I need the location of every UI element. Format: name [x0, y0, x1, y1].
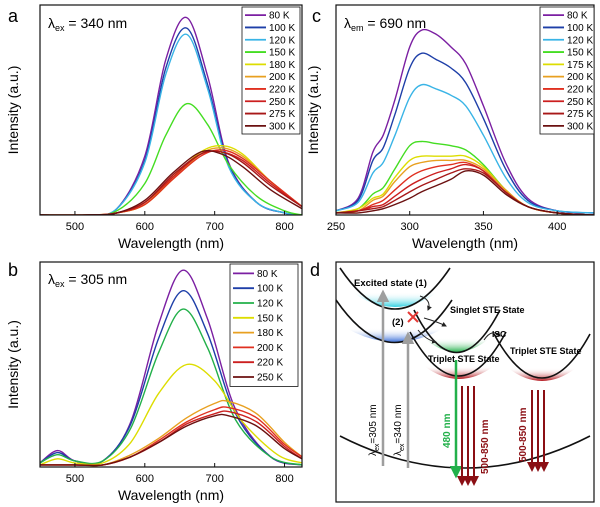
- legend-label-a: 80 K: [269, 11, 290, 22]
- plot-frame-b: [39, 261, 303, 468]
- x-axis-label-b: Wavelength (nm): [118, 487, 224, 503]
- emission-right-label: 500-850 nm: [518, 407, 529, 462]
- legend-label-a: 250 K: [269, 97, 295, 108]
- legend-label-c: 250 K: [567, 97, 593, 108]
- series-line-b-250k: [40, 413, 302, 467]
- excitation-340-label: λex=340 nm: [393, 404, 406, 456]
- series-line-a-300k: [40, 149, 302, 215]
- legend-label-a: 300 K: [269, 121, 295, 132]
- y-axis-label-b: Intensity (a.u.): [5, 320, 21, 409]
- x-tick-label-b: 600: [136, 473, 154, 485]
- blocked-path-icon: [407, 311, 419, 323]
- legend-label-c: 150 K: [567, 48, 593, 59]
- legend-label-a: 220 K: [269, 84, 295, 95]
- triplet-left-fill: [424, 366, 494, 379]
- triplet-right-fill: [508, 368, 576, 381]
- series-line-c-275k: [336, 168, 594, 215]
- ground-state-curve: [339, 435, 591, 469]
- excitation-annotation-b: λex = 305 nm: [48, 271, 127, 289]
- legend-label-a: 275 K: [269, 109, 295, 120]
- legend-label-b: 180 K: [257, 328, 283, 339]
- triplet-right-curve: [493, 333, 591, 379]
- x-tick-label-a: 700: [205, 221, 223, 233]
- x-tick-label-a: 500: [66, 221, 84, 233]
- series-line-a-220k: [40, 149, 302, 215]
- relax-arrow-3: [417, 329, 437, 344]
- excitation-annotation-a: λex = 340 nm: [48, 15, 127, 33]
- series-line-b-180k: [40, 399, 302, 467]
- series-line-c-120k: [336, 83, 594, 214]
- legend-label-b: 200 K: [257, 343, 283, 354]
- panel-letter-a: a: [8, 6, 19, 26]
- panel-letter-c: c: [312, 6, 321, 26]
- triplet-right-label: Triplet STE State: [510, 346, 582, 356]
- emission-left-label: 500-850 nm: [480, 419, 491, 474]
- panel-letter-b: b: [8, 260, 18, 280]
- relax-arrow-2: [423, 317, 447, 327]
- isc-label: ISC: [492, 329, 506, 339]
- energy-diagram: d Excited state (1) (2) Singlet STE Stat…: [310, 260, 595, 503]
- series-line-c-250k: [336, 163, 594, 215]
- legend-label-c: 120 K: [567, 35, 593, 46]
- singlet-fill: [424, 338, 490, 352]
- emission-480-label: 480 nm: [442, 413, 453, 448]
- legend-box-b: [229, 263, 299, 387]
- series-line-c-300k: [336, 170, 594, 215]
- panel-letter-d: d: [310, 260, 320, 280]
- legend-label-c: 275 K: [567, 109, 593, 120]
- y-axis-label-a: Intensity (a.u.): [5, 66, 21, 155]
- series-line-c-100k: [336, 52, 594, 214]
- excitation-annotation-c: λem = 690 nm: [344, 15, 426, 33]
- series-line-c-80k: [336, 28, 594, 214]
- legend-label-a: 100 K: [269, 23, 295, 34]
- x-tick-label-a: 800: [275, 221, 293, 233]
- diagram-frame: [335, 261, 595, 503]
- excited-state-curve: [339, 267, 451, 310]
- triplet-left-label: Triplet STE State: [428, 354, 500, 364]
- excitation-305-label: λex=305 nm: [368, 404, 381, 456]
- legend-label-c: 80 K: [567, 11, 588, 22]
- excited-state-fill: [352, 292, 438, 307]
- x-tick-label-c: 250: [327, 221, 345, 233]
- x-tick-label-b: 500: [66, 473, 84, 485]
- plot-frame-a: [39, 4, 303, 216]
- legend-label-a: 180 K: [269, 60, 295, 71]
- series-line-b-150k: [40, 363, 302, 466]
- singlet-label: Singlet STE State: [450, 305, 525, 315]
- isc-arrow: [483, 331, 501, 341]
- x-axis-label-a: Wavelength (nm): [118, 235, 224, 251]
- singlet-curve: [413, 309, 501, 354]
- legend-label-b: 80 K: [257, 269, 278, 280]
- legend-label-b: 120 K: [257, 299, 283, 310]
- series-line-b-120k: [40, 308, 302, 466]
- excited-state-label: Excited state (1): [354, 278, 427, 289]
- x-axis-label-c: Wavelength (nm): [412, 235, 518, 251]
- state2-label: (2): [392, 317, 404, 328]
- x-tick-label-a: 600: [136, 221, 154, 233]
- legend-label-a: 120 K: [269, 35, 295, 46]
- legend-label-b: 150 K: [257, 313, 283, 324]
- x-tick-label-c: 350: [474, 221, 492, 233]
- y-axis-label-c: Intensity (a.u.): [305, 66, 321, 155]
- triplet-left-curve: [409, 331, 507, 377]
- legend-label-b: 220 K: [257, 358, 283, 369]
- legend-label-a: 150 K: [269, 48, 295, 59]
- x-tick-label-c: 300: [401, 221, 419, 233]
- state2-curve: [335, 299, 453, 344]
- legend-label-c: 200 K: [567, 72, 593, 83]
- x-tick-label-b: 700: [205, 473, 223, 485]
- legend-label-c: 220 K: [567, 84, 593, 95]
- legend-label-b: 250 K: [257, 373, 283, 384]
- relax-arrow-1: [419, 295, 432, 311]
- legend-label-c: 100 K: [567, 23, 593, 34]
- legend-label-b: 100 K: [257, 284, 283, 295]
- legend-label-c: 300 K: [567, 121, 593, 132]
- legend-label-c: 175 K: [567, 60, 593, 71]
- legend-label-a: 200 K: [269, 72, 295, 83]
- x-tick-label-c: 400: [548, 221, 566, 233]
- x-tick-label-b: 800: [275, 473, 293, 485]
- series-line-b-200k: [40, 406, 302, 467]
